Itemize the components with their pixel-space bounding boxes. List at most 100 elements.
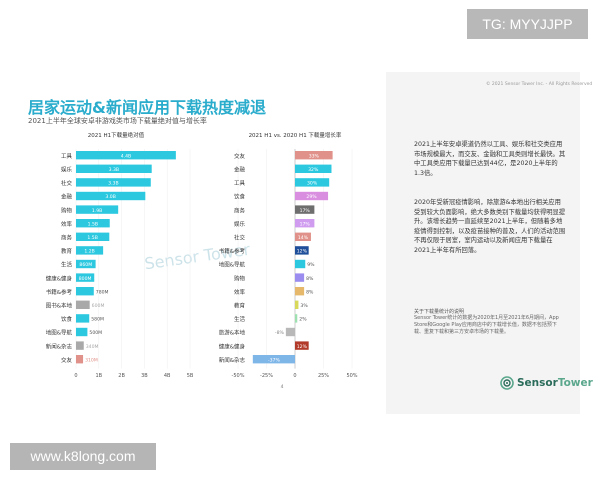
chart2-bar <box>295 259 306 269</box>
chart1-category-label: 金融 <box>61 193 73 201</box>
sensor-tower-logo-icon <box>500 376 514 390</box>
chart1-data-label: 4.4B <box>121 153 131 159</box>
commentary-paragraph-2: 2020年受新冠疫情影响，除旅游&本地出行相关应用受到较大负面影响，绝大多数类别… <box>414 199 566 254</box>
chart1-data-label: 3.3B <box>108 181 118 187</box>
chart2-data-label: 8% <box>306 289 314 295</box>
chart2-bar <box>295 300 299 309</box>
chart2-bar <box>295 191 329 201</box>
chart1-bar <box>76 300 90 309</box>
chart2-data-label: 30% <box>307 181 318 187</box>
chart2-data-label: 17% <box>300 208 311 214</box>
chart1-bar <box>76 191 146 201</box>
chart1-data-label: 600M <box>92 303 105 309</box>
chart2-bar <box>295 287 305 296</box>
chart2-data-label: -8% <box>275 330 285 336</box>
chart1-data-label: 580M <box>91 317 104 323</box>
chart1-xtick-label: 2B <box>118 373 125 379</box>
watermark-top: TG: MYYJJPP <box>467 9 588 39</box>
chart1-bar <box>76 164 152 173</box>
commentary-panel: © 2021 Sensor Tower Inc. - All Rights Re… <box>386 72 593 414</box>
chart1-category-label: 社交 <box>61 179 73 187</box>
chart1-category-label: 图书&本地 <box>46 302 73 310</box>
chart2-category-label: 交友 <box>234 152 246 160</box>
chart2-category-label: 社交 <box>234 234 246 242</box>
chart1-category-label: 饮食 <box>61 315 73 323</box>
chart1-data-label: 780M <box>96 289 109 295</box>
chart1-bar <box>76 232 110 241</box>
notes-title: 关于下载量统计的说明 <box>414 309 465 315</box>
chart1-data-label: 1.5B <box>87 235 97 241</box>
chart1-data-label: 500M <box>89 330 102 336</box>
chart2-bar <box>285 327 295 337</box>
chart1-data-label: 1.9B <box>92 208 102 214</box>
logo-text-part2: Tower <box>557 377 593 389</box>
chart1-category-label: 购物 <box>61 206 73 214</box>
notes-text: Sensor Tower统计的数据为2020年1月至2021年6月期间，App … <box>414 315 559 335</box>
chart1-category-label: 效率 <box>61 220 73 228</box>
chart2-category-label: 效率 <box>234 288 246 296</box>
page-number: 4 <box>281 384 284 390</box>
chart2-xtick-label: -25% <box>260 373 273 379</box>
chart2-title: 2021 H1 vs. 2020 H1 下载量增长率 <box>249 131 342 139</box>
chart2-bar <box>295 219 315 228</box>
chart2-category-label: 金融 <box>234 166 246 174</box>
chart2-bar <box>295 341 309 350</box>
chart1-xtick-label: 5B <box>187 373 194 379</box>
commentary-paragraph-1: 2021上半年安卓渠道仍然以工具、娱乐和社交类应用市场规模最大，而交友、金融和工… <box>414 141 566 177</box>
chart1-data-label: 310M <box>85 357 98 363</box>
chart1-category-label: 书籍&参考 <box>46 288 73 296</box>
chart1-data-label: 3.3B <box>109 167 119 173</box>
chart2-xtick-label: -50% <box>232 373 245 379</box>
chart2-bar <box>295 273 305 282</box>
chart2-category-label: 工具 <box>234 180 246 187</box>
chart2-xtick-label: 50% <box>346 373 357 379</box>
chart1-bar <box>76 327 88 337</box>
chart2-bar <box>252 355 295 364</box>
chart2-data-label: 3% <box>300 303 308 309</box>
chart2-xtick-label: 25% <box>318 373 329 379</box>
chart2-data-label: 32% <box>308 167 319 173</box>
chart1-category-label: 教育 <box>61 247 73 255</box>
chart2-data-label: 29% <box>306 194 317 200</box>
chart1-data-label: 800M <box>79 276 92 282</box>
chart2-bar <box>295 246 309 255</box>
chart2-data-label: 2% <box>299 317 307 323</box>
chart2-category-label: 商务 <box>234 206 246 214</box>
logo-text: SensorTower <box>517 377 593 389</box>
chart1-data-label: 1.2B <box>84 249 94 255</box>
chart1-category-label: 工具 <box>61 153 73 160</box>
chart1-category-label: 交友 <box>61 356 73 364</box>
chart1-bar <box>76 355 84 364</box>
chart1-title: 2021 H1下载量绝对值 <box>88 131 145 139</box>
chart1-bar <box>76 259 96 269</box>
chart2-bar <box>295 232 311 241</box>
chart1-data-label: 1.5B <box>88 221 98 227</box>
chart2-bar <box>295 314 298 323</box>
chart2-category-label: 旅游&本地 <box>219 329 246 337</box>
chart1-category-label: 生活 <box>61 261 73 269</box>
sensor-tower-logo: SensorTower <box>500 376 593 390</box>
chart2-category-label: 饮食 <box>234 193 246 201</box>
chart1-bar <box>76 205 119 214</box>
chart1-bar <box>76 287 94 296</box>
chart-panel: 居家运动&新闻应用下载热度减退 2021上半年全球安卓非游戏类市场下载量绝对值与… <box>20 72 382 414</box>
chart1-category-label: 健康&健身 <box>46 274 73 282</box>
page-title: 居家运动&新闻应用下载热度减退 <box>28 98 266 117</box>
chart1-data-label: 340M <box>86 344 99 350</box>
chart2-data-label: 33% <box>309 153 320 159</box>
chart1-data-label: 860M <box>79 262 92 268</box>
chart2-bar <box>295 205 315 214</box>
chart1-bar <box>76 246 104 255</box>
chart2-category-label: 娱乐 <box>234 220 246 228</box>
chart2-data-label: 12% <box>297 249 308 255</box>
page-subtitle: 2021上半年全球安卓非游戏类市场下载量绝对值与增长率 <box>28 117 207 125</box>
chart1-category-label: 娱乐 <box>61 166 73 174</box>
chart1-data-label: 3.0B <box>105 194 115 200</box>
chart1-bar <box>76 314 90 323</box>
chart1-xtick-label: 4B <box>164 373 171 379</box>
chart1-xtick-label: 0 <box>74 373 77 379</box>
chart2-bar <box>295 151 333 160</box>
chart2-data-label: 12% <box>297 344 308 350</box>
chart1-xtick-label: 3B <box>141 373 148 379</box>
